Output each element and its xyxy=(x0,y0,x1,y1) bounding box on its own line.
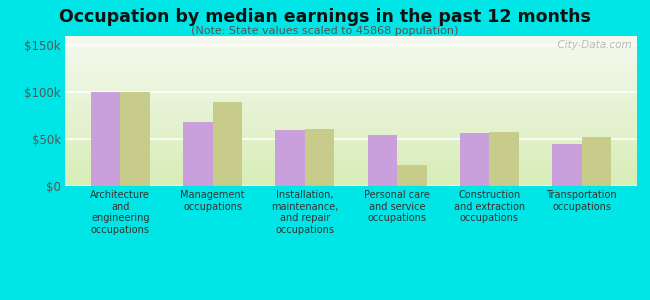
Bar xyxy=(305,129,334,186)
Text: Occupation by median earnings in the past 12 months: Occupation by median earnings in the pas… xyxy=(59,8,591,26)
Bar xyxy=(582,137,611,186)
Bar xyxy=(91,92,120,186)
Bar xyxy=(368,135,397,186)
Bar xyxy=(183,122,213,186)
Text: (Note: State values scaled to 45868 population): (Note: State values scaled to 45868 popu… xyxy=(191,26,459,35)
Bar xyxy=(552,144,582,186)
Bar xyxy=(276,130,305,186)
Bar xyxy=(489,132,519,186)
Bar xyxy=(460,133,489,186)
Bar xyxy=(397,165,426,186)
Bar xyxy=(213,102,242,186)
Bar xyxy=(120,92,150,186)
Text: City-Data.com: City-Data.com xyxy=(551,40,631,50)
